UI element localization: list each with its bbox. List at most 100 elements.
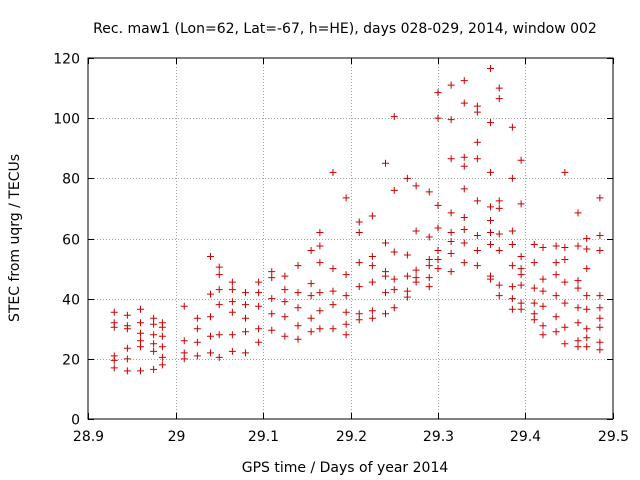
data-point-marker <box>281 286 289 294</box>
data-point-marker <box>447 81 455 89</box>
data-point-marker <box>530 259 538 267</box>
data-point-marker <box>150 320 158 328</box>
data-point-marker <box>228 347 236 355</box>
data-point-marker <box>390 248 398 256</box>
data-point-marker <box>294 335 302 343</box>
data-point-marker <box>137 319 144 327</box>
data-point-marker <box>193 338 201 346</box>
data-point-marker <box>403 174 411 182</box>
y-tick-label: 0 <box>71 413 80 429</box>
data-point-marker <box>583 343 591 351</box>
data-point-marker <box>307 292 315 300</box>
data-point-marker <box>242 301 249 309</box>
data-point-marker <box>425 274 433 282</box>
data-point-marker <box>583 245 591 253</box>
data-point-marker <box>487 241 494 249</box>
data-point-marker <box>329 287 337 295</box>
data-point-marker <box>180 355 188 363</box>
data-point-marker <box>574 304 582 312</box>
data-point-marker <box>368 253 376 261</box>
data-point-marker <box>355 228 363 236</box>
data-point-marker <box>434 265 442 273</box>
plot-area-frame <box>87 57 614 420</box>
data-point-marker <box>207 332 214 340</box>
data-point-marker <box>447 116 455 124</box>
data-point-marker <box>425 283 433 291</box>
data-point-marker <box>412 278 420 286</box>
data-point-marker <box>158 353 166 361</box>
data-point-marker <box>123 325 131 333</box>
data-point-marker <box>294 304 302 312</box>
data-point-marker <box>517 200 525 208</box>
data-point-marker <box>596 194 604 202</box>
data-point-marker <box>355 316 363 324</box>
data-point-marker <box>382 272 389 280</box>
data-point-marker <box>316 289 324 297</box>
data-point-marker <box>434 224 442 232</box>
data-point-marker <box>180 337 188 345</box>
data-point-marker <box>460 185 468 193</box>
data-point-marker <box>403 272 411 280</box>
data-point-marker <box>517 253 525 261</box>
data-point-marker <box>460 239 468 247</box>
data-point-marker <box>281 313 289 321</box>
data-point-marker <box>207 349 214 357</box>
data-point-marker <box>508 295 516 303</box>
data-point-marker <box>150 340 158 348</box>
data-point-marker <box>228 278 236 286</box>
data-point-marker <box>552 313 560 321</box>
data-point-marker <box>473 247 481 255</box>
data-point-marker <box>539 331 547 339</box>
data-point-marker <box>137 329 144 337</box>
data-point-marker <box>403 293 411 301</box>
data-point-marker <box>158 343 166 351</box>
data-point-marker <box>207 313 214 321</box>
data-point-marker <box>242 328 249 336</box>
data-point-marker <box>517 271 525 279</box>
data-point-marker <box>242 314 249 322</box>
data-point-marker <box>242 349 249 357</box>
data-point-marker <box>281 298 289 306</box>
data-point-marker <box>487 119 494 127</box>
data-point-marker <box>530 310 538 318</box>
data-point-marker <box>390 304 398 312</box>
data-point-marker <box>583 292 591 300</box>
data-point-marker <box>255 338 263 346</box>
data-point-marker <box>583 305 591 313</box>
data-point-marker <box>552 292 560 300</box>
data-point-marker <box>150 347 158 355</box>
data-point-marker <box>403 287 411 295</box>
data-point-marker <box>193 325 201 333</box>
data-point-marker <box>596 338 604 346</box>
data-point-marker <box>215 353 223 361</box>
data-point-marker <box>473 231 481 239</box>
data-point-marker <box>552 259 560 267</box>
data-point-marker <box>561 299 569 307</box>
x-axis-label: GPS time / Days of year 2014 <box>242 460 449 476</box>
y-axis-label: STEC from uqrg / TECUs <box>7 154 23 322</box>
data-point-marker <box>447 250 455 258</box>
data-point-marker <box>574 337 582 345</box>
data-point-marker <box>110 323 118 331</box>
data-point-marker <box>368 262 376 270</box>
data-point-marker <box>539 302 547 310</box>
data-point-marker <box>390 286 398 294</box>
data-point-marker <box>447 209 455 217</box>
data-point-marker <box>596 346 604 354</box>
data-point-marker <box>110 308 118 316</box>
data-point-marker <box>574 209 582 217</box>
data-point-marker <box>530 284 538 292</box>
data-point-marker <box>495 197 503 205</box>
data-point-marker <box>207 290 214 298</box>
data-point-marker <box>150 331 158 339</box>
chart-title: Rec. maw1 (Lon=62, Lat=-67, h=HE), days … <box>93 21 597 37</box>
data-point-marker <box>425 188 433 196</box>
data-point-marker <box>561 256 569 264</box>
data-point-marker <box>207 253 214 261</box>
data-point-marker <box>268 274 276 282</box>
data-point-marker <box>412 182 420 190</box>
data-point-marker <box>268 268 276 276</box>
data-point-marker <box>495 247 503 255</box>
data-point-marker <box>487 228 494 236</box>
data-point-marker <box>460 162 468 170</box>
